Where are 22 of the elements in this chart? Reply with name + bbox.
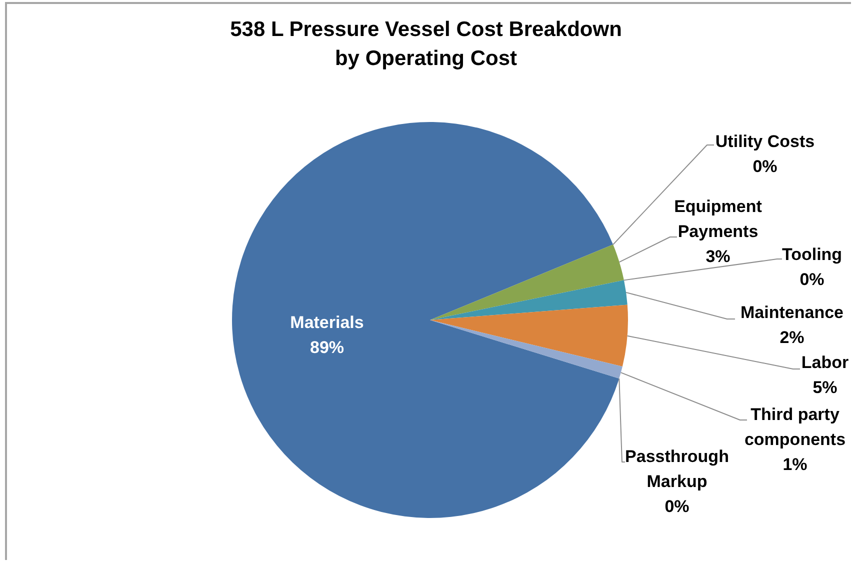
pie-slice <box>430 304 628 367</box>
slice-label: Labor <box>801 353 849 372</box>
data-label: 5% <box>812 378 838 397</box>
text: 0% <box>800 270 824 289</box>
pie-slice <box>430 280 628 320</box>
category-label: Tooling <box>782 245 842 264</box>
slice-label: Maintenance <box>740 303 844 322</box>
pie-slice <box>232 122 620 518</box>
category-label: Utility Costs <box>715 132 815 151</box>
slice-label: Equipment Payments <box>674 197 762 241</box>
data-label: 2% <box>780 328 804 347</box>
category-label: Passthrough Markup <box>625 447 729 491</box>
text: 0% <box>664 497 690 516</box>
data-label: 1% <box>782 455 808 474</box>
pie-slice <box>430 320 622 379</box>
data-label: 89% <box>310 338 344 357</box>
text: 0% <box>752 157 778 176</box>
slice-label: Third party components <box>744 405 846 449</box>
pie-slice <box>430 244 624 320</box>
slice-label: Materials <box>290 313 364 332</box>
data-label: 3% <box>706 247 730 266</box>
chart-title: 538 L Pressure Vessel Cost Breakdown by Operating Cost <box>230 18 622 70</box>
